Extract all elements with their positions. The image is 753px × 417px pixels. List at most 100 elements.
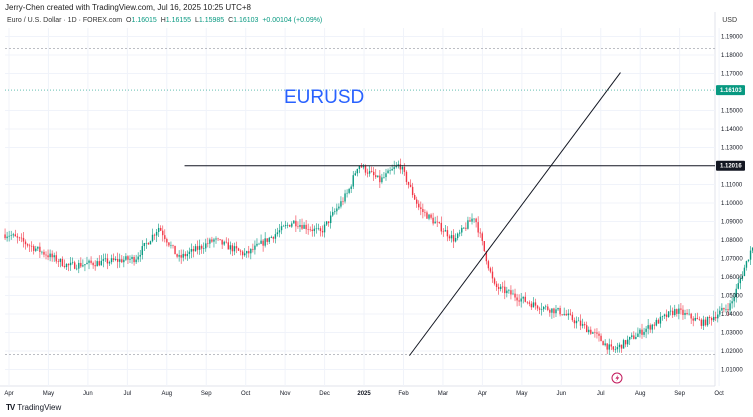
candle-up — [340, 201, 342, 207]
candle-down — [547, 306, 549, 310]
candle-up — [639, 329, 641, 334]
candle-up — [37, 246, 39, 249]
candle-down — [495, 283, 498, 288]
candle-down — [47, 255, 49, 258]
candle-up — [729, 303, 731, 311]
candle-down — [211, 239, 213, 242]
candle-down — [18, 237, 21, 239]
trendline[interactable] — [409, 72, 621, 356]
candle-down — [295, 220, 297, 227]
candle-up — [721, 307, 723, 311]
candle-up — [12, 234, 14, 236]
candle-up — [733, 297, 735, 302]
price-tick-label: 1.09000 — [721, 220, 743, 226]
price-tick-label: 1.02000 — [721, 349, 743, 355]
candle-down — [248, 251, 250, 254]
candle-down — [549, 309, 551, 313]
candle-up — [286, 224, 289, 226]
symbol-legend[interactable]: Euro / U.S. Dollar · 1D · FOREX.com O1.1… — [7, 17, 322, 24]
candle-up — [96, 261, 98, 267]
candle-up — [663, 314, 666, 317]
candle-up — [205, 243, 207, 249]
candle-down — [239, 250, 242, 252]
current-price-value: 1.16103 — [720, 88, 742, 94]
candle-up — [688, 313, 690, 315]
candle-up — [53, 255, 55, 258]
candle-up — [155, 232, 158, 236]
candle-up — [655, 319, 658, 326]
candle-up — [461, 227, 463, 233]
candle-up — [592, 332, 594, 334]
time-tick-label: Mar — [438, 391, 448, 397]
candle-up — [139, 255, 141, 257]
candle-down — [127, 256, 129, 260]
candle-down — [166, 239, 168, 243]
candle-up — [104, 258, 107, 260]
low-value: 1.15985 — [198, 17, 225, 24]
candle-up — [387, 170, 389, 174]
candle-up — [389, 170, 391, 171]
currency-label[interactable]: USD — [722, 17, 737, 24]
candle-down — [586, 325, 588, 333]
candle-down — [200, 245, 203, 249]
candle-down — [14, 234, 16, 237]
candle-down — [405, 171, 408, 182]
candle-down — [399, 164, 402, 170]
candle-up — [735, 288, 737, 298]
candle-down — [426, 212, 428, 219]
change-value: +0.00104 (+0.09%) — [262, 17, 323, 24]
candle-up — [745, 261, 748, 268]
candle-down — [553, 308, 555, 314]
candle-up — [456, 233, 459, 239]
price-tick-label: 1.01000 — [721, 368, 743, 374]
tradingview-brand[interactable]: TV TradingView — [6, 403, 61, 412]
candle-up — [739, 278, 742, 284]
candle-down — [633, 335, 635, 339]
time-tick-label: Oct — [714, 391, 724, 397]
candle-up — [119, 259, 121, 262]
candle-down — [524, 296, 526, 302]
candle-up — [123, 259, 125, 263]
candle-down — [715, 316, 717, 319]
candle-down — [172, 245, 174, 246]
candle-down — [700, 319, 703, 326]
candle-up — [741, 276, 744, 279]
candle-up — [743, 267, 746, 277]
candle-down — [45, 254, 47, 256]
candle-up — [737, 283, 739, 289]
candle-up — [588, 329, 590, 333]
time-tick-label: 2025 — [357, 391, 371, 397]
candle-down — [28, 245, 31, 247]
open-value: 1.16015 — [131, 17, 157, 24]
candle-down — [262, 240, 264, 246]
candle-down — [573, 320, 576, 324]
candle-up — [41, 251, 43, 253]
candle-up — [459, 232, 461, 234]
candle-down — [364, 165, 367, 173]
candle-up — [506, 290, 508, 294]
candle-up — [712, 316, 715, 321]
time-tick-label: Jun — [556, 391, 566, 397]
candle-down — [510, 290, 512, 295]
candle-up — [110, 258, 113, 263]
candle-up — [352, 175, 354, 187]
lightning-event-icon[interactable] — [611, 372, 623, 384]
candle-down — [319, 228, 322, 231]
candle-down — [528, 302, 531, 304]
candle-down — [162, 230, 164, 236]
candle-up — [276, 232, 279, 235]
level-price-tag: 1.12016 — [716, 160, 745, 171]
candle-up — [667, 311, 670, 318]
candle-up — [280, 226, 283, 231]
candle-up — [186, 254, 189, 257]
candle-down — [526, 301, 529, 303]
candle-down — [180, 255, 182, 258]
candle-up — [102, 259, 105, 261]
candle-down — [559, 308, 561, 315]
candle-up — [131, 256, 133, 259]
candle-down — [112, 258, 115, 260]
candle-up — [577, 320, 580, 322]
candle-down — [241, 251, 244, 256]
candle-up — [608, 344, 610, 350]
